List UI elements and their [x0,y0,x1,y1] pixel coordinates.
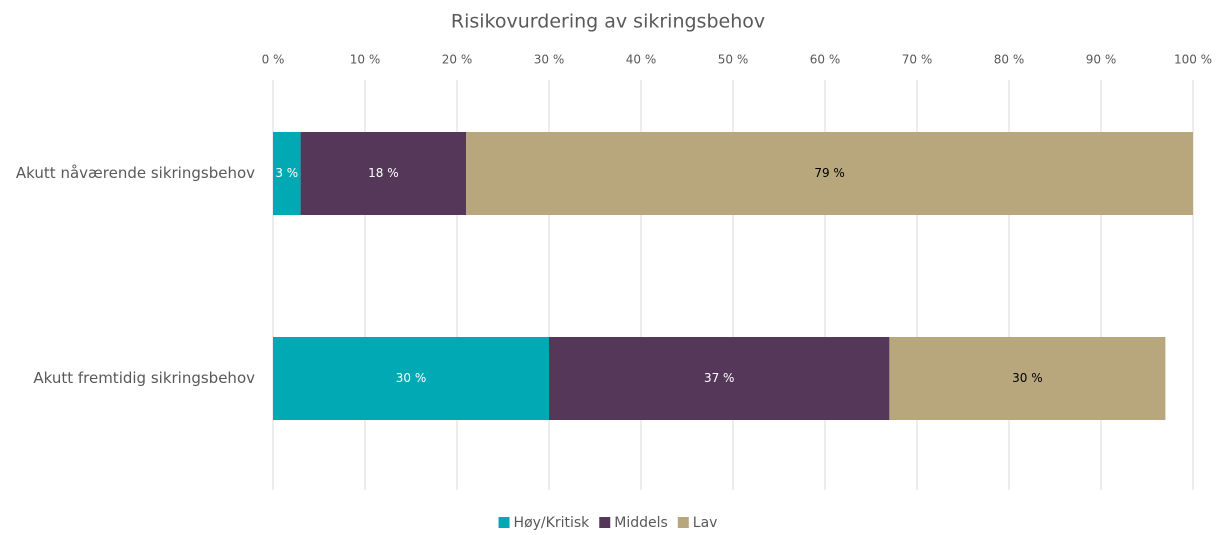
chart-title: Risikovurdering av sikringsbehov [451,11,765,33]
x-tick-label: 50 % [718,53,749,67]
bar-segment [889,337,1166,420]
data-label: 18 % [368,166,399,180]
data-label: 37 % [704,371,735,385]
x-tick-label: 90 % [1086,53,1117,67]
bar-segment [273,132,301,215]
legend-swatch [677,517,689,528]
legend-label: Middels [614,515,668,531]
legend: Høy/Kritisk Middels Lav [498,515,718,531]
x-tick-label: 30 % [534,53,565,67]
data-label: 30 % [1012,371,1043,385]
legend-swatch [599,517,611,528]
x-tick-label: 10 % [350,53,381,67]
data-label: 3 % [275,166,298,180]
bar-segment [466,132,1193,215]
y-tick-label: Akutt fremtidig sikringsbehov [33,369,255,387]
bar-segment [273,337,549,420]
bar-segment [300,132,467,215]
data-label: 79 % [814,166,845,180]
data-label: 30 % [396,371,427,385]
x-tick-label: 40 % [626,53,657,67]
bar-segment [549,337,890,420]
x-tick-label: 100 % [1174,53,1212,67]
x-tick-label: 70 % [902,53,933,67]
legend-label: Høy/Kritisk [514,515,591,531]
legend-label: Lav [693,515,718,531]
x-tick-label: 0 % [262,53,285,67]
x-tick-label: 60 % [810,53,841,67]
x-tick-label: 80 % [994,53,1025,67]
y-tick-label: Akutt nåværende sikringsbehov [16,164,255,182]
x-tick-label: 20 % [442,53,473,67]
legend-swatch [498,517,510,528]
